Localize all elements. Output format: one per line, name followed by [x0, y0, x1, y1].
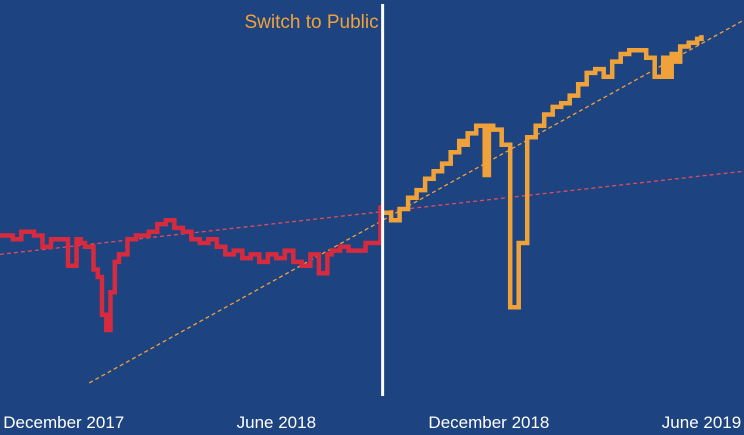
x-tick-label: June 2019	[662, 413, 741, 432]
series-1-line	[0, 205, 383, 333]
x-tick-label: December 2018	[428, 413, 549, 432]
x-tick-label: December 2017	[3, 413, 124, 432]
x-tick-label: June 2018	[237, 413, 316, 432]
series-2-line	[382, 35, 704, 310]
annotation-label: Switch to Public	[245, 12, 379, 33]
trend-line-2	[88, 19, 744, 384]
trend-line-1	[0, 170, 744, 256]
